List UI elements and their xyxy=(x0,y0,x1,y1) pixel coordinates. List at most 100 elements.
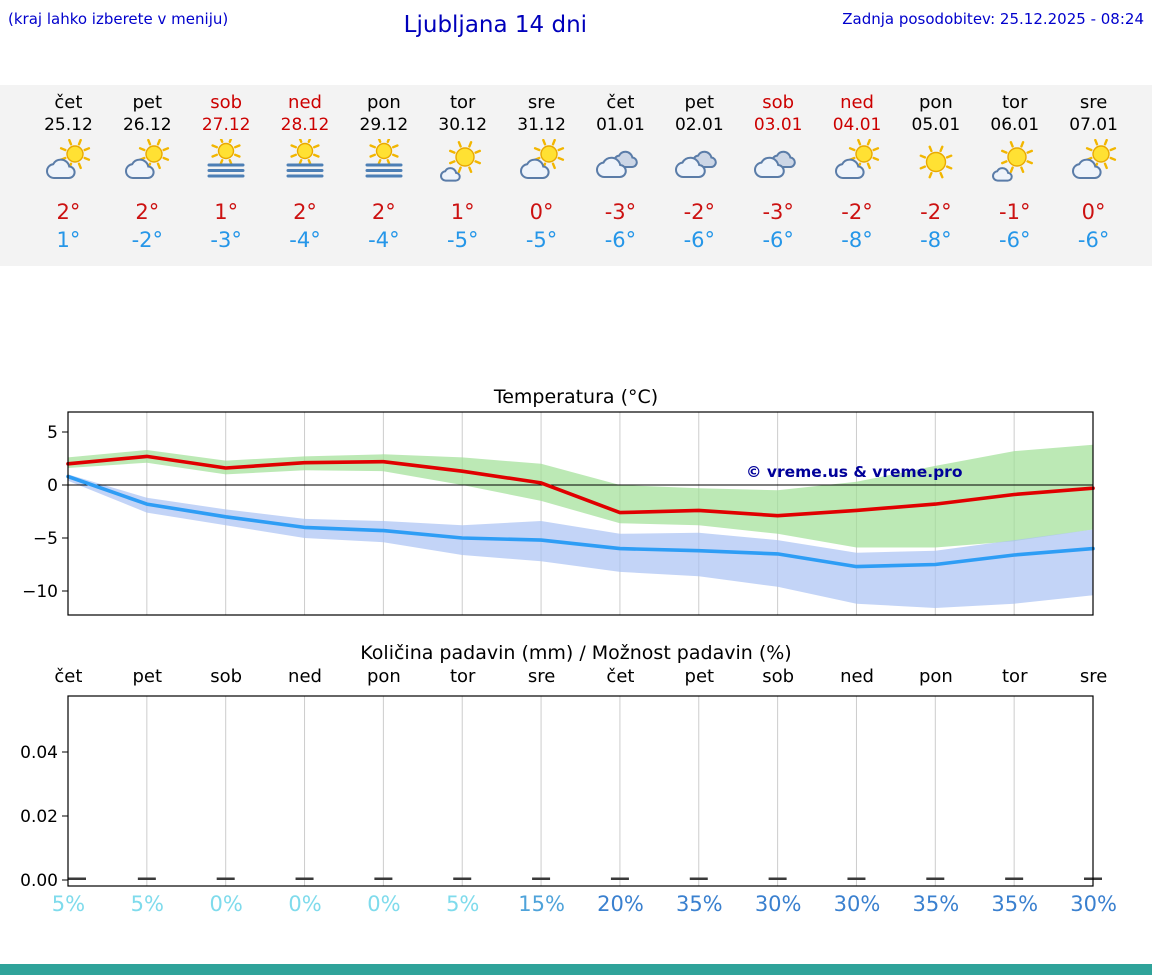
day-date: 07.01 xyxy=(1069,115,1118,135)
day-date: 30.12 xyxy=(438,115,488,135)
day-name: tor xyxy=(1002,92,1028,113)
forecast-day-column: čet 25.12 2° 1° xyxy=(29,92,108,254)
precip-bar xyxy=(926,877,945,880)
day-name: sre xyxy=(527,92,556,113)
low-temp: -8° xyxy=(920,228,952,252)
temperature-chart: 5 0 −5 −10 © vreme.us & vreme.pro xyxy=(22,411,1095,616)
temp-ytick-label: −10 xyxy=(22,582,58,602)
temperature-chart-title: Temperatura (°C) xyxy=(493,386,659,408)
precip-bar xyxy=(374,877,393,880)
sun-small-cloud-icon xyxy=(975,136,1054,190)
low-temp: -4° xyxy=(289,228,321,252)
high-temp: 1° xyxy=(450,200,475,224)
day-name: čet xyxy=(54,92,83,113)
precip-percent-labels: 5% 5% 0% 0% 0% 5% 15% 20% 35% 30% 30% 35% 35% 30% xyxy=(29,892,1133,920)
min-range-band xyxy=(68,474,1093,608)
precip-bar xyxy=(68,877,86,880)
low-temp: -6° xyxy=(762,228,794,252)
day-label: sob xyxy=(210,666,243,687)
day-name: sre xyxy=(1079,92,1108,113)
day-date: 03.01 xyxy=(753,115,803,135)
low-temp: -6° xyxy=(604,228,637,252)
day-label: sre xyxy=(527,666,556,687)
day-date: 27.12 xyxy=(201,115,251,135)
high-temp: 2° xyxy=(293,200,317,224)
day-label: tor xyxy=(449,666,476,687)
footer-bar xyxy=(0,964,1152,975)
sun-fog-icon xyxy=(344,136,423,190)
low-temp: -5° xyxy=(525,228,558,252)
day-date: 05.01 xyxy=(911,115,961,135)
forecast-day-column: pon 05.01 -2° -8° xyxy=(896,92,975,254)
day-date: 04.01 xyxy=(832,115,882,135)
forecast-day-column: pon 29.12 2° -4° xyxy=(344,92,423,254)
day-label: čet xyxy=(606,666,635,687)
forecast-day-column: sob 27.12 1° -3° xyxy=(187,92,266,254)
forecast-day-column: sre 31.12 0° -5° xyxy=(502,92,581,254)
day-name: ned xyxy=(840,92,874,113)
day-label: sre xyxy=(1079,666,1108,687)
low-temp: -8° xyxy=(841,228,873,252)
precip-bar xyxy=(453,877,472,880)
precip-bar xyxy=(137,877,156,880)
low-temp: -5° xyxy=(447,228,479,252)
high-temp: -2° xyxy=(841,200,873,224)
sun-cloud-icon xyxy=(1054,136,1133,190)
temp-ytick-label: −5 xyxy=(33,529,58,549)
forecast-day-column: čet 01.01 -3° -6° xyxy=(581,92,660,254)
sun-cloud-icon xyxy=(29,136,108,190)
sun-cloud-icon xyxy=(108,136,187,190)
top-bar: (kraj lahko izberete v meniju) Ljubljana… xyxy=(0,0,1152,48)
temp-ytick-label: 0 xyxy=(47,476,58,496)
forecast-day-column: ned 04.01 -2° -8° xyxy=(818,92,897,254)
precip-bar xyxy=(610,877,629,880)
high-temp: 0° xyxy=(1081,200,1106,224)
precip-bar xyxy=(295,877,314,880)
high-temp: -3° xyxy=(762,200,794,224)
precip-ytick-label: 0.04 xyxy=(20,743,58,763)
sun-small-cloud-icon xyxy=(423,136,502,190)
day-name: ned xyxy=(288,92,322,113)
precip-day-labels: čet pet sob ned pon tor sre čet pet sob ned pon tor s… xyxy=(29,666,1133,690)
high-temp: -1° xyxy=(999,200,1031,224)
precip-ytick-label: 0.02 xyxy=(20,807,58,827)
high-temp: 1° xyxy=(214,200,239,224)
sun-icon xyxy=(896,136,975,190)
precip-ytick-label: 0.00 xyxy=(20,871,58,888)
precip-bar xyxy=(216,877,235,880)
low-temp: -3° xyxy=(210,228,242,252)
day-date: 06.01 xyxy=(990,115,1040,135)
precip-percent: 30% xyxy=(754,892,802,916)
day-date: 01.01 xyxy=(596,115,645,135)
high-temp: 2° xyxy=(371,200,396,224)
day-name: tor xyxy=(449,92,476,113)
precip-percent: 5% xyxy=(446,892,480,916)
high-temp: -2° xyxy=(920,200,952,224)
day-label: pon xyxy=(918,666,953,687)
temp-ytick-label: 5 xyxy=(47,423,58,443)
day-label: sob xyxy=(762,666,795,687)
cloud-icon xyxy=(581,136,660,190)
menu-hint: (kraj lahko izberete v meniju) xyxy=(8,10,229,28)
day-date: 02.01 xyxy=(674,115,724,135)
precip-percent: 15% xyxy=(518,892,565,916)
forecast-day-column: tor 06.01 -1° -6° xyxy=(975,92,1054,254)
low-temp: -6° xyxy=(1077,228,1110,252)
sun-cloud-icon xyxy=(818,136,897,190)
day-label: ned xyxy=(840,666,874,687)
forecast-day-column: ned 28.12 2° -4° xyxy=(266,92,345,254)
forecast-columns: čet 25.12 2° 1° pet 26.12 2° -2° sob 27.12 1° -3° ne… xyxy=(29,92,1133,254)
sun-fog-icon xyxy=(266,136,345,190)
day-name: pon xyxy=(918,92,953,113)
high-temp: -2° xyxy=(683,200,716,224)
day-date: 26.12 xyxy=(122,115,172,135)
low-temp: -2° xyxy=(131,228,164,252)
forecast-day-column: pet 02.01 -2° -6° xyxy=(660,92,739,254)
day-date: 25.12 xyxy=(44,115,93,135)
last-update: Zadnja posodobitev: 25.12.2025 - 08:24 xyxy=(842,10,1144,28)
min-temp-line xyxy=(66,474,1095,569)
precip-percent: 30% xyxy=(1070,892,1117,916)
day-name: čet xyxy=(606,92,635,113)
day-name: sob xyxy=(210,92,243,113)
low-temp: -6° xyxy=(683,228,716,252)
